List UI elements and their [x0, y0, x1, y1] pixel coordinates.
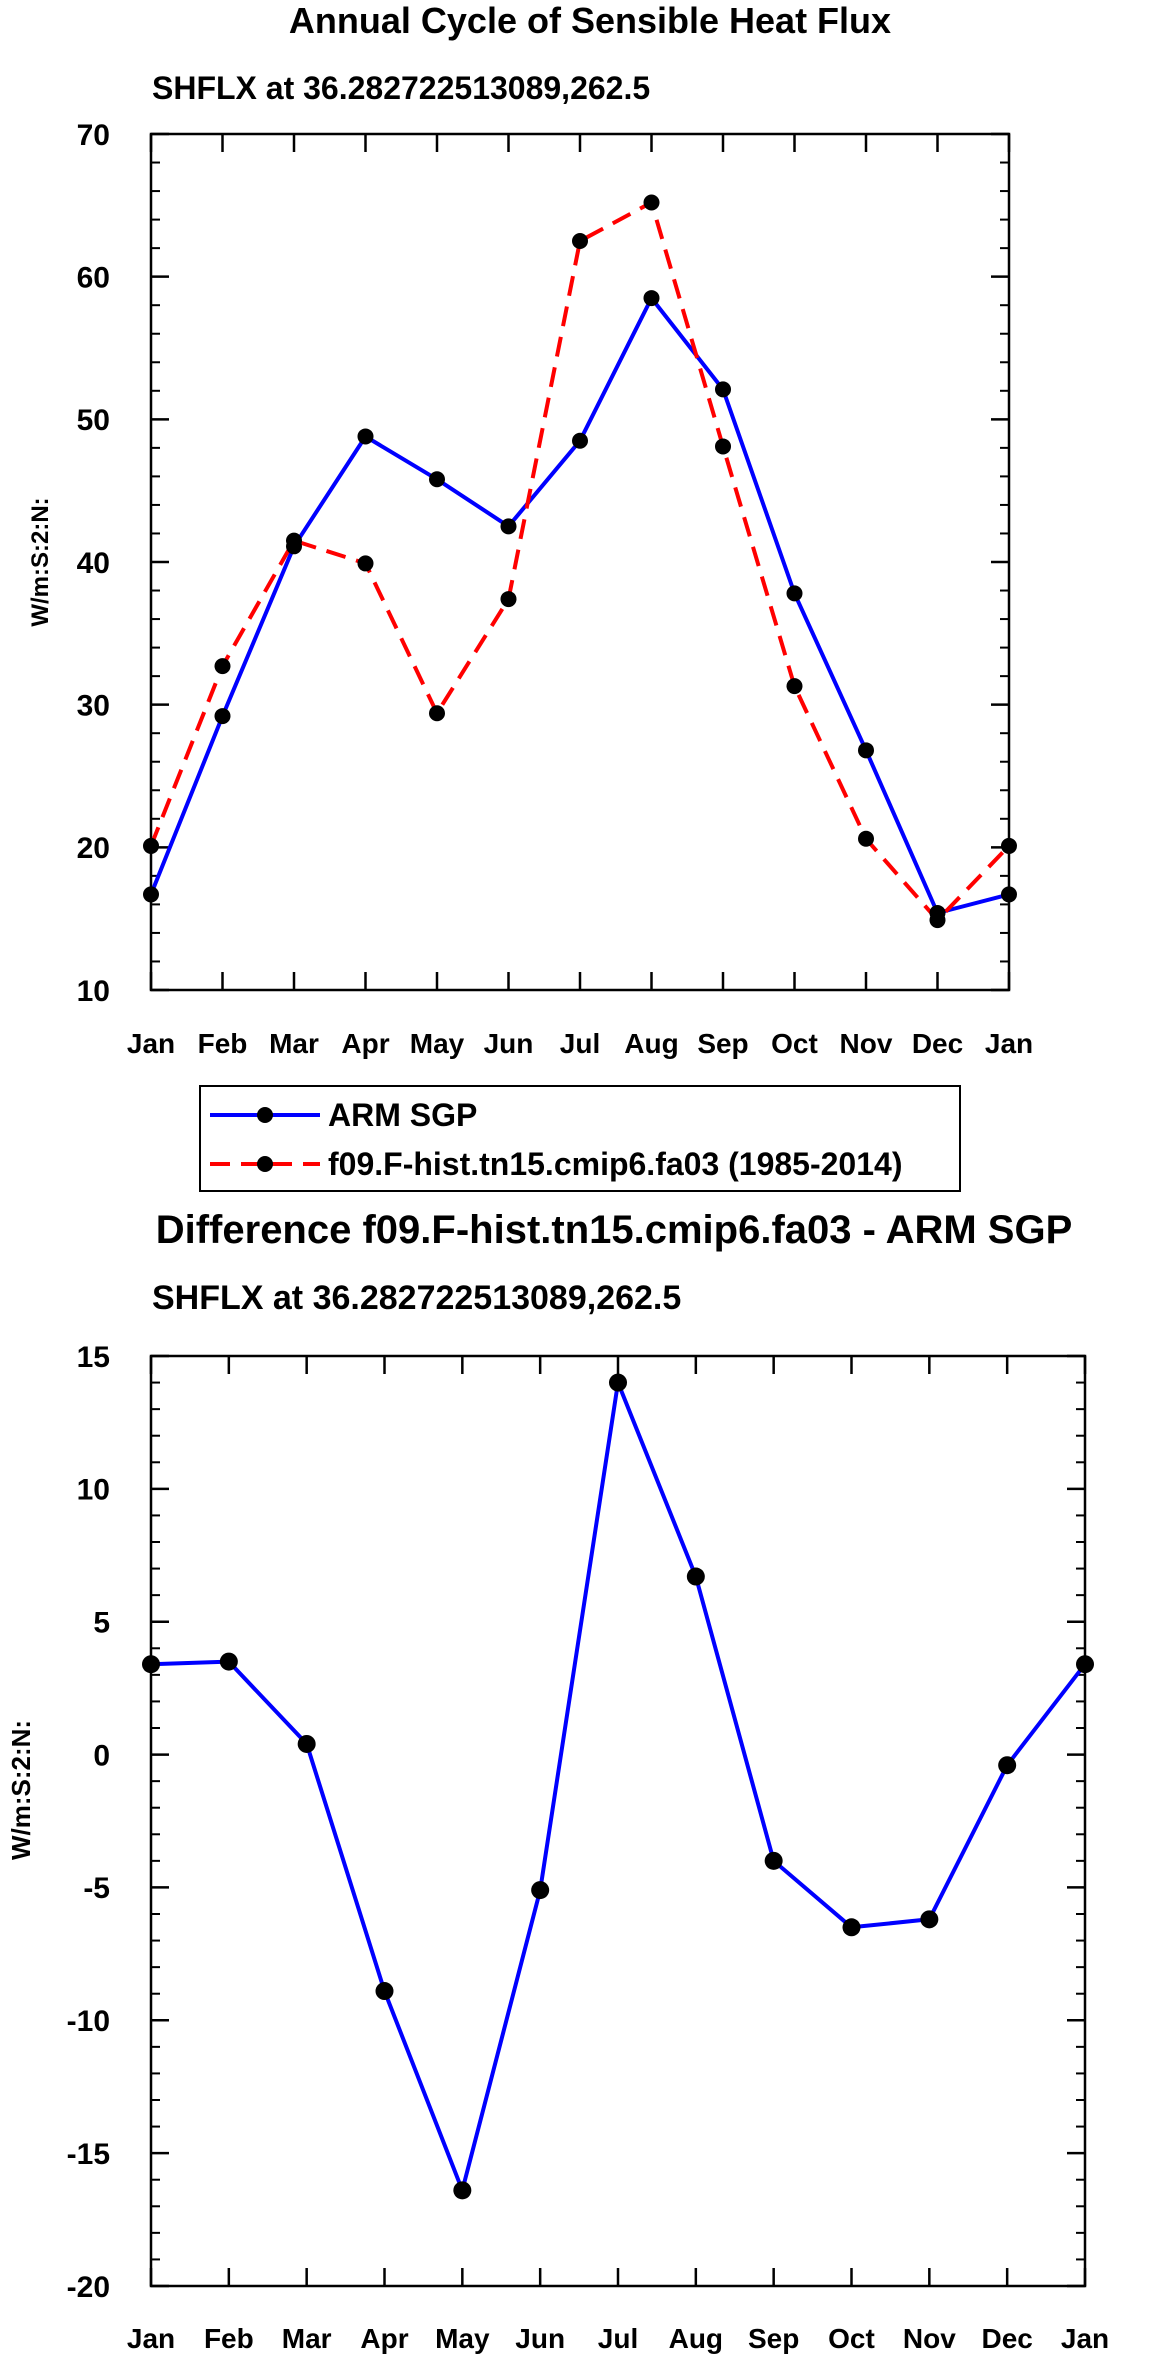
chart1-xtick-label: Oct	[771, 1028, 818, 1059]
chart2-series-0-point	[609, 1373, 627, 1392]
chart2-xtick-label: Jul	[598, 2323, 638, 2354]
chart1-series-0-point	[786, 585, 803, 602]
chart1-series-0-point	[715, 381, 731, 398]
chart1-series-1-point	[1001, 837, 1017, 854]
chart2-ylabel: W/m:S:2:N:	[6, 1720, 36, 1860]
chart1-xtick-label: Jul	[560, 1028, 600, 1059]
chart1-ytick-label: 70	[77, 119, 110, 152]
chart2-xtick-label: Sep	[748, 2323, 799, 2354]
chart2-series-0-point	[297, 1734, 316, 1753]
chart2-plot: -20 -15 -10 -5 0 5 10 15 Jan Feb Mar Apr May Jun Jul Au…	[67, 1341, 1109, 2354]
chart1-series-1-point	[286, 532, 302, 549]
chart1-xtick-label: Jun	[484, 1028, 534, 1059]
chart1-xtick-label: May	[410, 1028, 465, 1059]
chart2-xtick-label: Jan	[127, 2323, 175, 2354]
chart1-series-1-point	[858, 830, 874, 847]
chart1-series-0-point	[858, 742, 874, 759]
chart2-xtick-label: Apr	[360, 2323, 408, 2354]
chart1-ytick-label: 60	[77, 261, 110, 294]
chart1-series-1-point	[214, 658, 231, 675]
chart2-title: Difference f09.F-hist.tn15.cmip6.fa03 - …	[156, 1208, 1073, 1252]
chart1-plot: 10 20 30 40 50 60 70 Jan Feb Mar Apr May Jun Jul Aug Se…	[77, 119, 1034, 1059]
chart1-xtick-label: Jan	[985, 1028, 1033, 1059]
chart1-xtick-label: Apr	[341, 1028, 389, 1059]
chart1-series-line-1	[149, 200, 1011, 923]
chart2-series-0-point	[686, 1567, 705, 1586]
chart1-series-1-point	[572, 233, 588, 249]
chart1-xtick-label: Nov	[840, 1028, 893, 1059]
chart2-xtick-label: Nov	[903, 2323, 956, 2354]
legend-label-model: f09.F-hist.tn15.cmip6.fa03 (1985-2014)	[328, 1146, 902, 1182]
chart2-series-0-point	[764, 1851, 783, 1870]
chart2-series-0-point	[219, 1652, 238, 1671]
chart1-series-0-point	[429, 471, 445, 488]
legend-label-arm: ARM SGP	[328, 1097, 477, 1133]
chart2-subtitle: SHFLX at 36.282722513089,262.5	[152, 1279, 681, 1317]
chart1-title: Annual Cycle of Sensible Heat Flux	[289, 0, 891, 41]
chart1-ytick-label: 50	[77, 404, 110, 437]
chart1-series-1-point	[357, 555, 374, 572]
legend-marker-arm	[257, 1107, 273, 1123]
chart1-ytick-label: 40	[77, 547, 110, 580]
chart2-ytick-label: 5	[93, 1607, 110, 1640]
chart1-ytick-label: 10	[77, 975, 110, 1008]
chart2-xtick-label: Jun	[515, 2323, 565, 2354]
chart1-ylabel: W/m:S:2:N:	[27, 497, 54, 626]
chart1-series-1-point	[429, 705, 445, 722]
chart2-series-0-point	[375, 1982, 394, 2001]
chart2-ytick-label: 15	[77, 1341, 110, 1374]
chart1-series-1-point	[786, 678, 803, 695]
legend-marker-model	[257, 1156, 273, 1172]
chart1-series-0-point	[572, 432, 588, 449]
chart1-series-0-point	[214, 708, 231, 725]
chart1-series-1-point	[143, 837, 159, 854]
chart1-series-line-0	[149, 296, 1010, 915]
chart2-ytick-label: -10	[67, 2005, 110, 2038]
chart1-series-0-point	[643, 290, 660, 307]
chart2-xtick-label: May	[435, 2323, 490, 2354]
chart1-xtick-label: Feb	[198, 1028, 248, 1059]
chart2-series-0-point	[1076, 1655, 1094, 1674]
chart1-series-1-point	[929, 912, 946, 929]
chart1-series-0-point	[357, 428, 374, 445]
chart2-xtick-label: Mar	[282, 2323, 332, 2354]
chart2-xtick-label: Aug	[669, 2323, 723, 2354]
chart1-xtick-label: Jan	[127, 1028, 175, 1059]
chart1-series-1-point	[643, 194, 660, 211]
legend-box	[199, 1085, 961, 1192]
chart2-series-line-0	[150, 1380, 1087, 2193]
chart2-series-0-point	[453, 2181, 472, 2200]
chart1-series-1-point	[500, 591, 517, 608]
chart1-ytick-label: 30	[77, 689, 110, 722]
chart1-series-0-point	[500, 518, 517, 535]
chart2-frame	[149, 1354, 1087, 2288]
chart2-series-0-point	[842, 1918, 861, 1937]
chart1-xtick-label: Dec	[912, 1028, 963, 1059]
chart2-series-0-point	[142, 1655, 160, 1674]
chart1-legend: ARM SGP f09.F-hist.tn15.cmip6.fa03 (1985…	[199, 1085, 961, 1192]
chart2-ytick-label: -5	[83, 1872, 110, 1905]
chart2-ytick-label: 10	[77, 1474, 110, 1507]
chart2-series-0-point	[998, 1756, 1017, 1775]
chart2-ytick-label: -15	[67, 2138, 110, 2171]
chart2-xtick-label: Jan	[1061, 2323, 1109, 2354]
chart1-xtick-label: Aug	[624, 1028, 678, 1059]
chart1-series-0-point	[1001, 886, 1017, 903]
chart1-xtick-label: Mar	[269, 1028, 319, 1059]
chart1-series-0-point	[143, 886, 159, 903]
chart2-series-0-point	[531, 1881, 550, 1900]
chart1-subtitle: SHFLX at 36.282722513089,262.5	[152, 70, 650, 106]
chart2-ytick-label: -20	[67, 2271, 110, 2304]
chart2-xtick-label: Feb	[204, 2323, 254, 2354]
chart1-xtick-label: Sep	[697, 1028, 748, 1059]
chart2-xtick-label: Dec	[981, 2323, 1032, 2354]
chart2-xtick-label: Oct	[828, 2323, 875, 2354]
chart2-series-0-point	[920, 1910, 939, 1929]
chart1-ytick-label: 20	[77, 832, 110, 865]
chart1-series-1-point	[715, 438, 731, 455]
chart2-ytick-label: 0	[93, 1739, 110, 1772]
